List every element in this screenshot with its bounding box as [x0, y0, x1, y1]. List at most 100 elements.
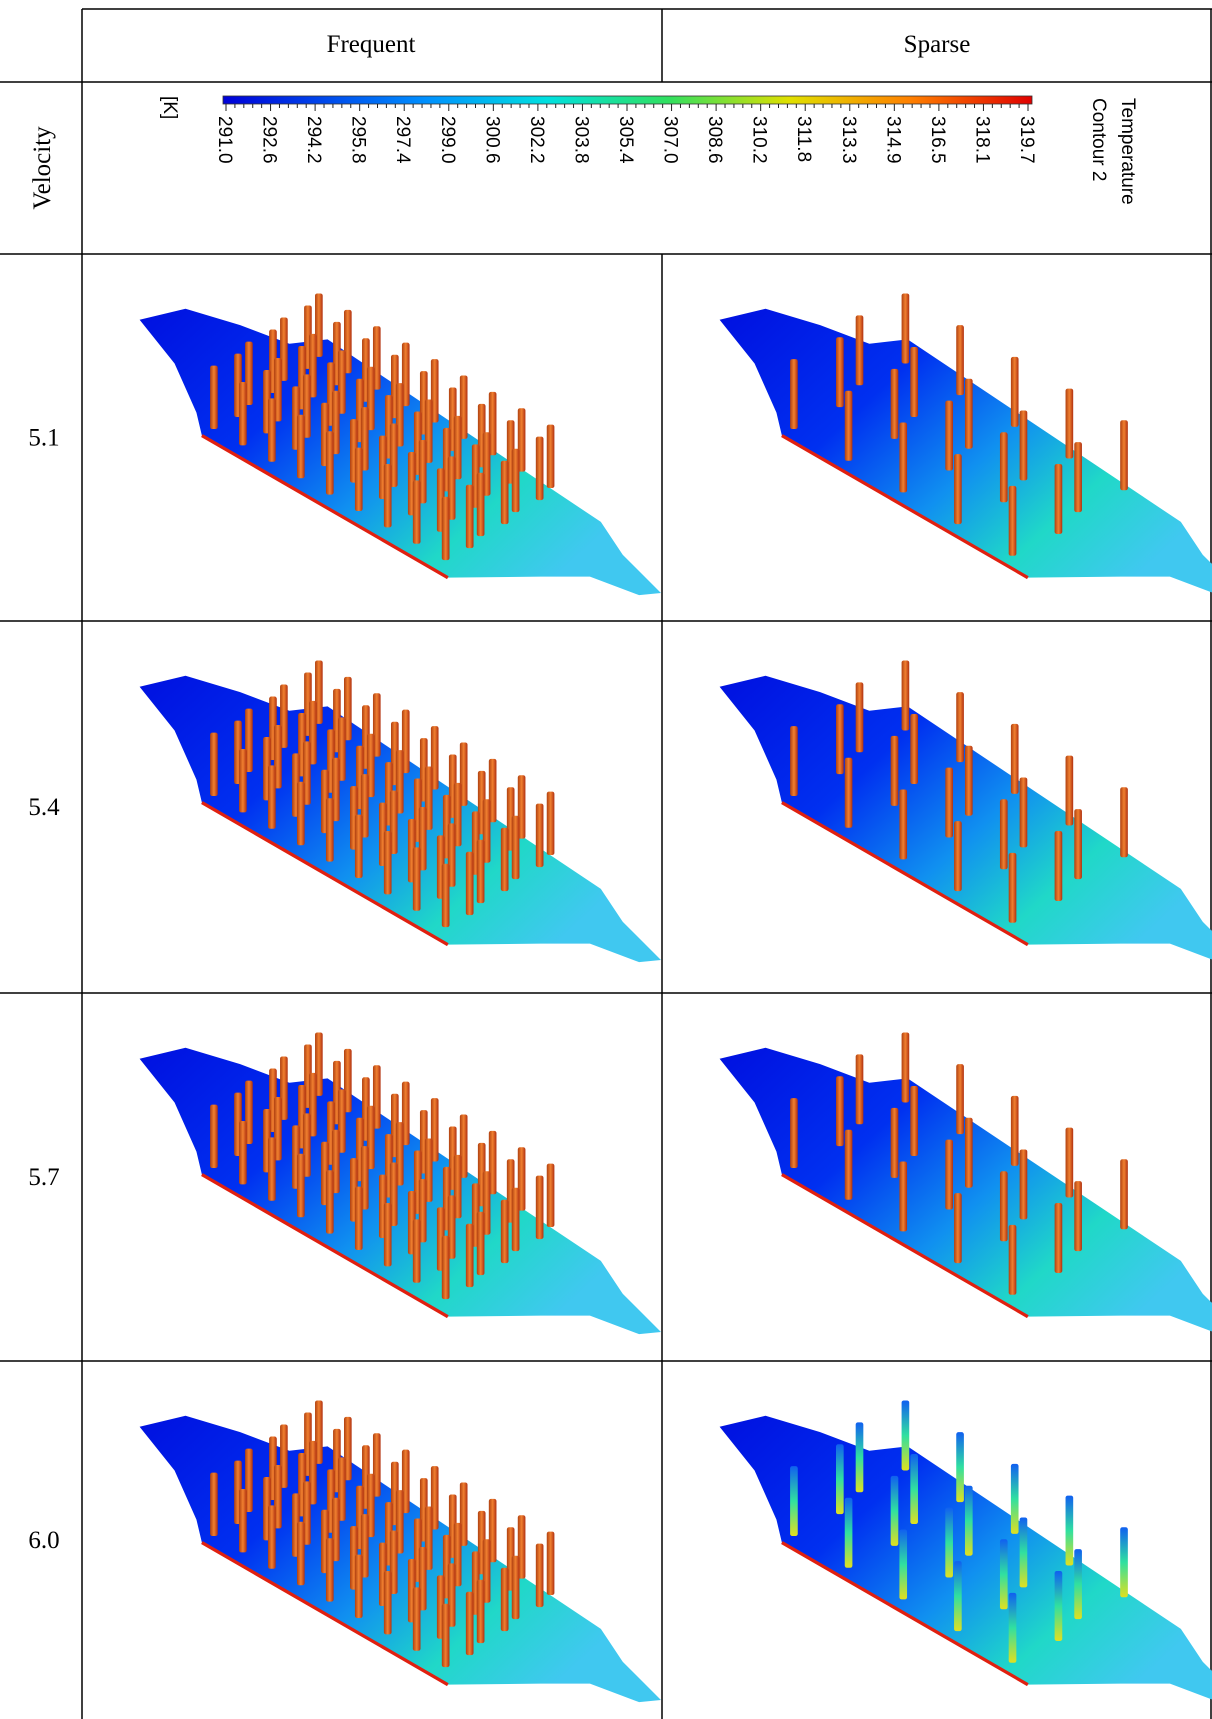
row-label: 5.7: [28, 1164, 59, 1191]
pin: [855, 682, 864, 753]
pin: [296, 1153, 305, 1218]
colorbar-label: 303.8: [570, 116, 591, 164]
pin: [325, 431, 334, 495]
pin: [901, 1400, 910, 1471]
pin: [500, 1199, 509, 1264]
pin: [354, 814, 363, 878]
pin: [296, 414, 305, 479]
plate: [719, 1047, 1212, 1332]
pin: [517, 1147, 526, 1211]
pin: [1074, 442, 1082, 513]
pin: [366, 1105, 375, 1170]
pin: [488, 758, 497, 823]
pin: [343, 1416, 352, 1481]
pin: [395, 750, 404, 814]
pin: [331, 1129, 340, 1194]
pin: [372, 1065, 381, 1129]
pin: [945, 1139, 953, 1210]
pin: [325, 1170, 334, 1234]
pin: [315, 293, 323, 357]
pin: [546, 1531, 555, 1596]
pin: [901, 660, 910, 731]
heated-edge: [781, 801, 1029, 947]
pin: [855, 1054, 864, 1125]
pin: [239, 1489, 247, 1553]
pin: [453, 782, 462, 847]
pin: [210, 365, 218, 430]
heated-edge: [781, 1173, 1029, 1319]
pin: [296, 781, 305, 846]
pin: [517, 1515, 526, 1579]
pin: [337, 350, 346, 414]
pin: [890, 368, 899, 439]
pin: [899, 1529, 908, 1600]
pin: [268, 1137, 276, 1201]
legend-title: Contour 2: [1088, 98, 1109, 181]
pin: [453, 1154, 462, 1219]
pin: [1074, 809, 1082, 880]
pin: [280, 1056, 288, 1120]
pin: [366, 733, 375, 798]
pin: [488, 1130, 497, 1195]
pin: [1010, 356, 1019, 427]
legend-title: Temperature: [1117, 98, 1138, 205]
colorbar-label: 299.0: [437, 116, 458, 164]
pin: [303, 1113, 311, 1177]
heated-edge: [201, 1541, 449, 1687]
pin: [389, 423, 398, 487]
pin: [836, 337, 844, 408]
plate: [719, 308, 1212, 593]
pin: [354, 1186, 363, 1250]
pin: [239, 749, 247, 813]
pin: [964, 378, 973, 449]
pin: [956, 325, 964, 396]
colorbar-ticks: 291.0 292.6 294.2 295.8 297.4 299.0 300.6 302.2…: [214, 104, 1037, 164]
pin: [424, 766, 433, 830]
colorbar-label: 314.9: [882, 116, 903, 164]
pin: [412, 1219, 421, 1283]
pin: [366, 1473, 375, 1538]
pin: [511, 1555, 520, 1620]
pin: [964, 745, 973, 816]
pin: [424, 1506, 433, 1570]
pin: [844, 390, 853, 461]
pin: [280, 1424, 288, 1488]
pin: [482, 1171, 491, 1235]
pin: [274, 724, 282, 789]
pin: [945, 1507, 953, 1578]
pin: [372, 326, 381, 390]
colorbar-label: 307.0: [660, 116, 681, 164]
pin: [412, 847, 421, 911]
pin: [511, 448, 520, 513]
colorbar-label: 319.7: [1016, 116, 1037, 164]
colorbar-label: 310.2: [749, 116, 770, 164]
column-header: Sparse: [904, 31, 971, 58]
pin: [441, 496, 450, 561]
pin: [890, 735, 899, 806]
pin: [1065, 1495, 1074, 1566]
pin: [1010, 1095, 1019, 1166]
pin: [412, 480, 421, 544]
pin: [325, 798, 334, 862]
pin: [447, 1195, 456, 1259]
pin: [511, 815, 520, 880]
pin: [372, 693, 381, 757]
colorbar-label: 292.6: [259, 116, 280, 164]
pin: [790, 726, 798, 797]
pin: [476, 1211, 485, 1276]
pin: [366, 366, 375, 431]
pin: [459, 1482, 468, 1546]
pin: [488, 391, 497, 456]
pin: [315, 1400, 323, 1464]
pin: [1019, 410, 1028, 481]
colorbar-label: 291.0: [214, 116, 235, 164]
row-header: Velocity: [29, 126, 56, 210]
pin: [453, 415, 462, 480]
pin: [296, 1521, 305, 1586]
pin: [383, 830, 392, 895]
simulation-image: [719, 293, 1212, 593]
pin: [430, 1098, 439, 1162]
pin: [418, 439, 427, 504]
pin: [465, 851, 474, 916]
